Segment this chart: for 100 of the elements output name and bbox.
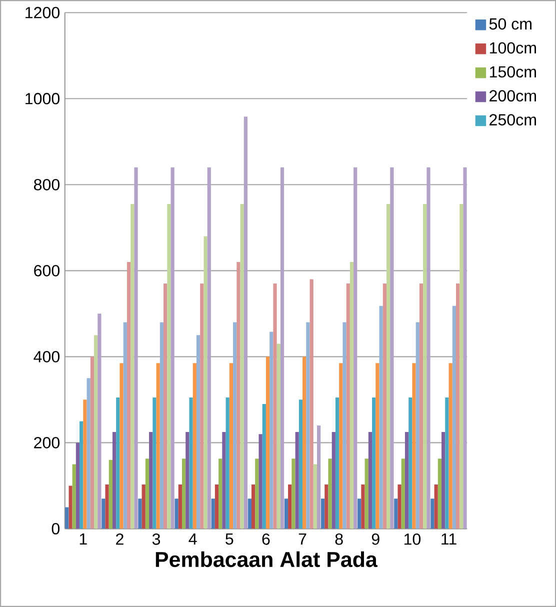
bar (102, 498, 106, 529)
x-tick-label: 10 (404, 533, 421, 545)
bar (332, 432, 336, 529)
bar (328, 458, 332, 529)
bar (178, 484, 182, 529)
bar (416, 322, 420, 529)
bar (226, 398, 230, 529)
bar (152, 398, 156, 529)
bar (408, 398, 412, 529)
bar (419, 284, 424, 529)
bar (214, 484, 219, 529)
bar (313, 464, 317, 529)
bar (174, 498, 178, 529)
bar (170, 167, 174, 529)
bar (120, 363, 124, 529)
legend-label: 250cm (490, 114, 536, 126)
bar (445, 398, 449, 529)
bar (398, 484, 402, 529)
y-tick-label: 800 (34, 178, 60, 190)
bar (233, 322, 237, 529)
bar (448, 363, 452, 529)
bar (262, 404, 266, 529)
bar (401, 458, 405, 529)
legend-label: 150cm (490, 66, 536, 78)
bar (189, 398, 193, 529)
x-tick-label: 4 (188, 533, 197, 545)
bar (116, 398, 120, 529)
bar (65, 507, 69, 529)
bar (126, 262, 131, 529)
y-tick-label: 600 (34, 264, 60, 276)
bar (434, 484, 438, 529)
bar (266, 356, 270, 529)
bar (76, 442, 80, 529)
bar (382, 284, 386, 529)
bar (452, 306, 456, 529)
y-tick-label: 1200 (26, 6, 60, 18)
bar (94, 335, 98, 529)
bar (438, 458, 442, 529)
legend-label: 200cm (490, 90, 536, 102)
x-tick-label: 5 (226, 533, 234, 545)
bar (404, 432, 409, 529)
bar (354, 167, 358, 529)
bar (108, 460, 112, 529)
x-tick-label: 2 (116, 533, 124, 545)
bar (460, 204, 464, 529)
bar (376, 363, 380, 529)
x-tick-label: 8 (335, 533, 343, 545)
bar (358, 498, 362, 529)
y-tick-label: 200 (34, 437, 60, 448)
bar (346, 284, 350, 529)
bar (295, 432, 299, 529)
bar (123, 322, 127, 529)
bar (368, 432, 372, 529)
bar (186, 432, 190, 529)
bar (394, 498, 398, 529)
bar (156, 363, 160, 529)
bar (426, 167, 430, 529)
x-axis-title: Pembacaan Alat Pada (156, 551, 378, 568)
bar (229, 363, 234, 529)
bar (130, 204, 134, 529)
bar (192, 363, 196, 529)
bar (316, 425, 321, 529)
x-tick-label: 6 (262, 533, 270, 545)
bar (339, 363, 343, 529)
bar (196, 335, 200, 529)
bar (364, 458, 368, 529)
bar (442, 432, 446, 529)
bar (390, 167, 394, 529)
bar (164, 284, 168, 529)
bar (134, 167, 138, 529)
bar (372, 398, 376, 529)
bar (83, 400, 87, 529)
bar (68, 486, 72, 529)
bar (324, 484, 328, 529)
bar (204, 236, 208, 529)
bar (306, 322, 310, 529)
bar (292, 458, 296, 529)
bar (240, 204, 244, 529)
bar (251, 484, 256, 529)
bar (302, 356, 306, 529)
bar (379, 306, 383, 529)
bar (112, 432, 116, 529)
bar (335, 398, 340, 529)
bar (86, 378, 90, 529)
bar (145, 458, 150, 529)
bar (342, 322, 346, 529)
bar (276, 344, 280, 529)
bar (160, 322, 164, 529)
bar (284, 498, 288, 529)
bar (456, 284, 460, 529)
x-tick-label: 3 (152, 533, 160, 545)
bar (200, 284, 204, 529)
bar (207, 167, 211, 529)
bar (320, 498, 325, 529)
bar (270, 332, 274, 529)
x-tick-label: 11 (442, 533, 456, 545)
bar (98, 314, 102, 529)
bar (167, 204, 171, 529)
bar (280, 167, 284, 529)
bar (258, 434, 262, 529)
